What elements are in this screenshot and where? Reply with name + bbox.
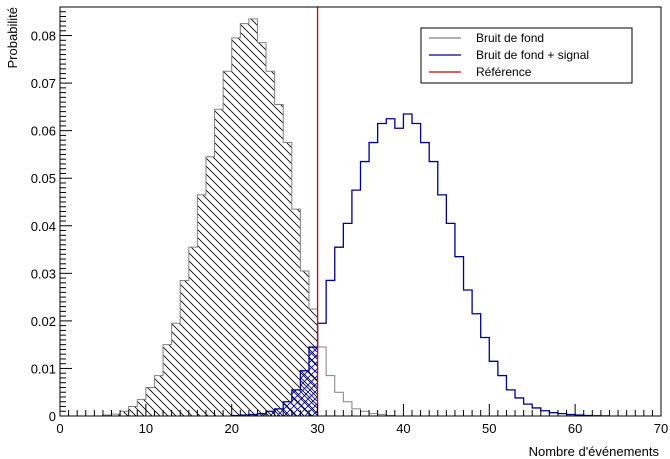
background-hatched-bar xyxy=(274,104,284,416)
x-tick-label: 60 xyxy=(568,421,582,436)
background-hatched-bar xyxy=(154,375,164,416)
y-tick-label: 0.03 xyxy=(31,266,56,281)
x-axis-label: Nombre d'événements xyxy=(529,444,660,459)
y-tick-label: 0.04 xyxy=(31,219,56,234)
background-hatched-bar xyxy=(283,142,292,416)
background-hatched-bar xyxy=(171,323,181,416)
background-hatched-bar xyxy=(266,71,275,416)
background-hatched-bar xyxy=(214,109,224,416)
background-hatched-bar xyxy=(197,194,206,416)
background-hatched-bar xyxy=(223,71,232,416)
signal-hatched-bar xyxy=(283,401,292,416)
legend-label: Bruit de fond + signal xyxy=(476,48,589,62)
background-hatched-bar xyxy=(137,399,146,416)
background-shaded-region xyxy=(102,18,318,417)
x-tick-label: 10 xyxy=(139,421,153,436)
background-hatched-bar xyxy=(120,411,129,416)
signal-hatched-bar xyxy=(266,411,275,416)
x-tick-label: 20 xyxy=(224,421,238,436)
background-hatched-bar xyxy=(163,344,172,416)
background-hatched-bar xyxy=(145,387,155,416)
background-hatched-bar xyxy=(128,406,138,416)
background-hatched-bar xyxy=(248,18,258,417)
background-hatched-bar xyxy=(205,156,215,416)
background-hatched-bar xyxy=(300,270,309,416)
y-tick-label: 0.07 xyxy=(31,76,56,91)
legend: Bruit de fond Bruit de fond + signal Référ… xyxy=(420,27,633,84)
background-hatched-bar xyxy=(111,414,121,416)
x-tick-label: 30 xyxy=(310,421,324,436)
x-tick-label: 70 xyxy=(654,421,668,436)
x-tick-label: 0 xyxy=(56,421,63,436)
series-line-background xyxy=(102,18,396,417)
background-hatched-bar xyxy=(180,280,189,416)
signal-hatched-bar xyxy=(291,389,301,416)
legend-label: Bruit de fond xyxy=(476,31,544,45)
y-tick-label: 0.08 xyxy=(31,29,56,44)
signal-hatched-bar xyxy=(248,414,258,416)
signal-hatched-bar xyxy=(308,347,318,416)
y-tick-label: 0 xyxy=(49,409,56,424)
signal-hatched-bar xyxy=(257,413,267,416)
legend-label: Référence xyxy=(476,65,532,79)
signal-hatched-bar xyxy=(274,408,284,416)
x-tick-label: 50 xyxy=(482,421,496,436)
background-hatched-bar xyxy=(188,247,198,416)
signal-hatched-bar xyxy=(300,370,309,416)
axes: 0 10 20 30 40 50 60 70 0 0.01 0.02 0.03 0.04 0.05 0.06… xyxy=(31,11,668,436)
x-tick-label: 40 xyxy=(396,421,410,436)
background-hatched-bar xyxy=(231,37,241,417)
y-axis-label: Probabilité xyxy=(5,7,20,68)
y-tick-label: 0.02 xyxy=(31,314,56,329)
background-hatched-bar xyxy=(240,23,249,416)
y-tick-label: 0.01 xyxy=(31,361,56,376)
background-hatched-bar xyxy=(257,42,267,416)
y-tick-label: 0.05 xyxy=(31,171,56,186)
y-tick-label: 0.06 xyxy=(31,124,56,139)
background-hatched-bar xyxy=(291,209,301,416)
